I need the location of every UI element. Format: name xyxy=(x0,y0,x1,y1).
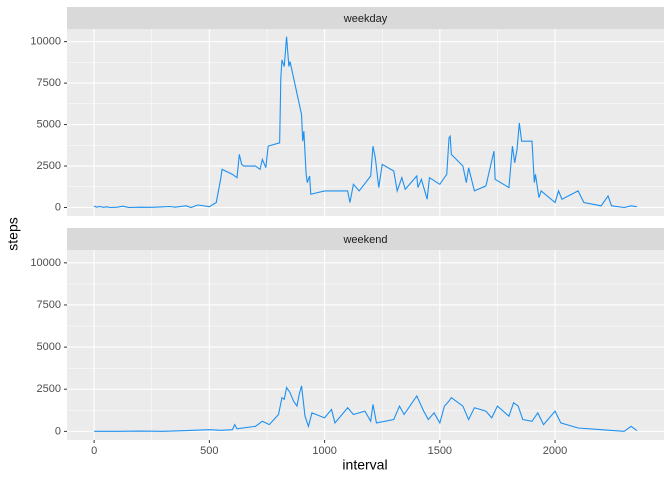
y-tick-label: 10000 xyxy=(30,257,61,269)
y-tick-label: 5000 xyxy=(37,341,61,353)
strip-background xyxy=(67,228,664,250)
y-tick-label: 0 xyxy=(55,425,61,437)
x-tick-label: 500 xyxy=(200,445,218,457)
x-axis-title: interval xyxy=(342,457,387,473)
x-tick-label: 1500 xyxy=(428,445,452,457)
data-line xyxy=(94,385,638,432)
y-tick-label: 10000 xyxy=(30,36,61,48)
panel-background xyxy=(67,250,664,440)
strip-label: weekday xyxy=(343,13,388,25)
x-tick-label: 1000 xyxy=(312,445,336,457)
x-tick-label: 0 xyxy=(91,445,97,457)
y-tick-label: 2500 xyxy=(37,383,61,395)
panel-background xyxy=(67,29,664,216)
x-tick-label: 2000 xyxy=(543,445,567,457)
strip-label: weekend xyxy=(342,234,387,246)
y-axis-title: steps xyxy=(5,217,21,250)
y-tick-label: 0 xyxy=(55,201,61,213)
y-tick-label: 7500 xyxy=(37,299,61,311)
strip-background xyxy=(67,7,664,29)
y-tick-label: 2500 xyxy=(37,160,61,172)
y-tick-label: 7500 xyxy=(37,77,61,89)
y-tick-label: 5000 xyxy=(37,118,61,130)
data-line xyxy=(93,36,637,209)
